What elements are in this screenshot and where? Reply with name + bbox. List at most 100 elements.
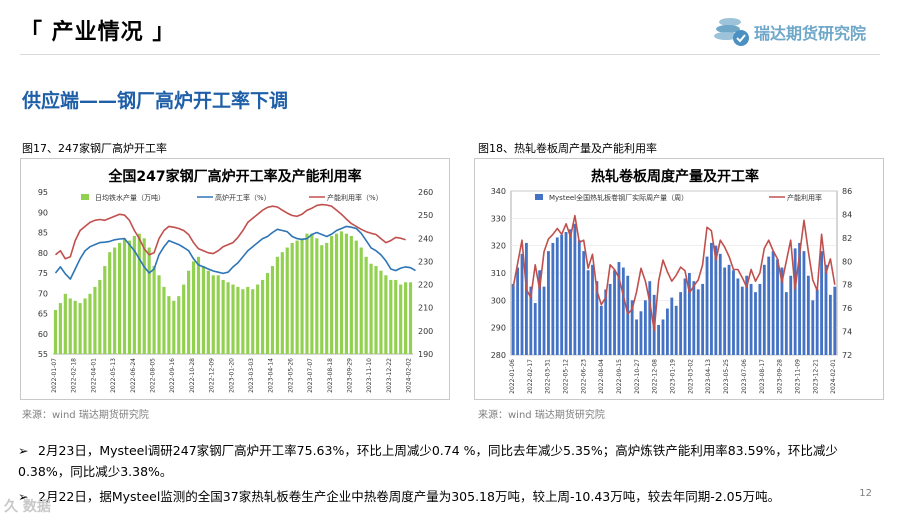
chart1-bar [108,252,112,354]
chart2-bar [604,289,608,355]
chart1-bar [394,279,398,354]
chart2-bar [569,229,572,355]
chart2-x-tick: 2022-02-17 [527,359,534,394]
chart1-y-left-tick: 85 [38,229,48,238]
chart1-bar [399,284,403,354]
chart1-bar [167,296,171,354]
bullet-2-text: 2月22日，据Mysteel监测的全国37家热轧板卷生产企业中热卷周度产量为30… [38,489,781,504]
chart1-bar [344,233,349,354]
chart1-x-tick: 2022-01-07 [51,358,58,393]
chart2-y-right-tick: 74 [842,328,852,337]
chart2-legend-label: Mysteel全国热轧板卷钢厂实际周产量（周） [549,193,688,202]
chart1-bar [256,284,260,354]
chart1-bar [127,240,132,354]
chart1-bar [275,256,279,354]
chart2-x-tick: 2022-06-23 [580,359,587,394]
chart2-bar [538,270,542,355]
chart1-bar [339,231,344,354]
chart2-y-right-tick: 80 [842,257,852,266]
page-title: 「 产业情况 」 [20,20,176,45]
bullet-1: ➢ 2月23日，Mysteel调研247家钢厂高炉开工率75.63%，环比上周减少… [18,440,890,482]
figure-17-source: 来源：wind 瑞达期货研究院 [22,410,149,421]
figure-18-source: 来源：wind 瑞达期货研究院 [478,410,605,421]
chart2-bar [820,251,823,355]
chart2-bar [635,319,638,355]
chart1-y-left-tick: 80 [38,249,48,258]
chart2-bar [683,278,687,355]
chart1-bar [270,266,275,354]
company-logo-text: 瑞达期货研究院 [754,24,867,43]
chart1-bar [280,252,284,354]
chart1-bar [359,247,363,354]
chart1-bar [285,247,289,354]
chart1-bar [305,233,309,354]
chart2-bar [547,251,550,355]
figure-18-chart: 热轧卷板周度产量及开工率 Mysteel全国热轧板卷钢厂实际周产量（周） 产能利用率… [491,168,852,394]
chart2-y-right-tick: 76 [842,304,852,313]
chart2-bar [573,223,577,355]
chart1-bar [152,266,156,354]
chart2-y-left-tick: 330 [491,214,506,223]
chart1-x-tick: 2024-02-02 [406,358,413,393]
chart1-bar [132,235,136,354]
chart1-bar [53,310,58,354]
chart1-bar [300,238,304,354]
chart2-bar [696,289,700,355]
chart1-bar [330,235,334,354]
chart2-legend-swatch [535,194,543,200]
chart1-x-tick: 2022-04-01 [90,358,97,393]
chart1-bar [137,233,141,354]
chart2-y-right-tick: 78 [842,281,852,290]
chart1-y-right-tick: 210 [418,304,433,313]
chart2-x-tick: 2022-09-15 [616,359,623,394]
chart1-y-left-tick: 60 [38,330,48,339]
chart1-bar [231,284,235,354]
chart2-x-tick: 2023-01-19 [670,359,677,394]
chart1-bar [201,266,205,354]
chart1-bar [172,300,176,354]
chart1-bar [379,270,383,354]
chart1-bar [196,256,201,354]
chart1-bar [226,282,230,354]
chart2-bar [806,275,810,355]
chart2-y-left-tick: 310 [491,269,506,278]
bullet-arrow-icon: ➢ [18,489,29,504]
chart2-x-tick: 2023-07-06 [741,359,748,394]
company-logo [712,10,892,54]
chart1-x-tick: 2023-04-14 [268,358,275,393]
chart1-y-right-tick: 260 [418,188,433,197]
chart1-bar [374,266,378,354]
chart2-bar [586,270,590,355]
chart2-bar [582,251,586,355]
chart1-bar [113,247,117,354]
chart1-y-left-tick: 75 [38,269,48,278]
chart1-legend-label: 日均铁水产量（万吨） [95,193,165,202]
chart1-bar [236,286,240,354]
chart2-bar [674,305,678,355]
chart1-bar [206,270,210,354]
chart2-bar [648,281,652,355]
chart1-y-right-tick: 230 [418,257,433,266]
chart1-x-tick: 2023-11-10 [366,358,373,393]
chart2-bar [767,256,771,355]
chart2-x-tick: 2023-08-17 [759,359,766,394]
chart2-bar [710,242,713,355]
chart1-bar [73,300,77,354]
chart1-bar [408,282,413,354]
chart1-bar [334,233,339,354]
chart1-y-left-tick: 55 [38,350,48,359]
chart1-bar [295,240,299,354]
chart2-y-right-tick: 82 [842,234,852,243]
chart2-bar [626,275,630,355]
chart2-bar [749,283,753,355]
chart2-y-left-tick: 340 [491,187,506,196]
chart2-bar [780,267,784,355]
chart1-legend-label: 高炉开工率（%） [215,193,271,202]
chart1-bar [315,238,319,354]
chart2-y-right-tick: 86 [842,187,852,196]
chart2-bar [701,283,705,355]
chart1-x-tick: 2022-10-28 [189,358,196,393]
chart1-x-tick: 2022-12-09 [209,358,216,393]
figure-17-caption: 图17、247家钢厂高炉开工率 [22,142,167,155]
chart1-x-tick: 2022-08-05 [150,358,157,393]
